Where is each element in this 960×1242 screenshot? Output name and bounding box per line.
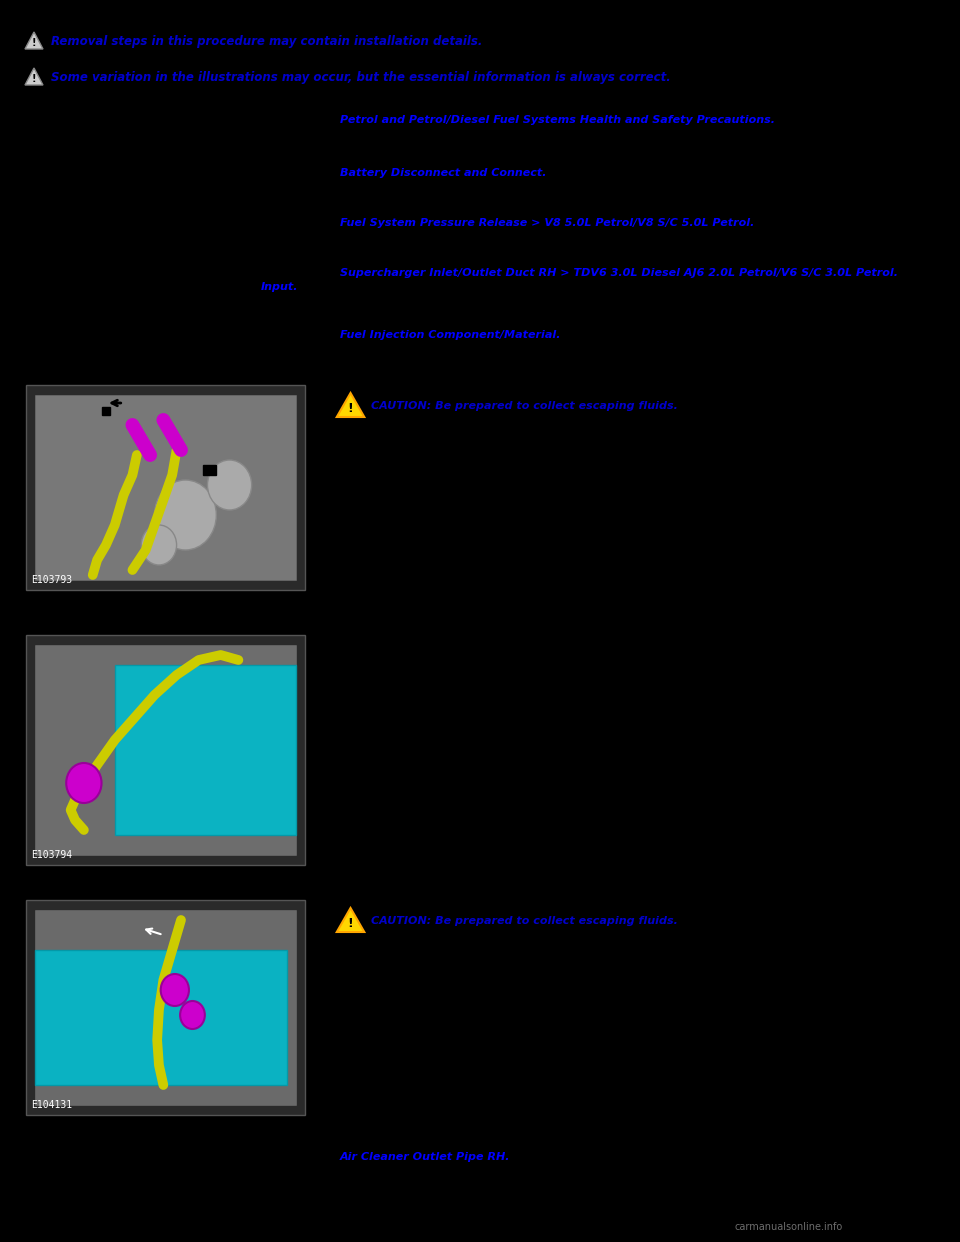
Text: Removal steps in this procedure may contain installation details.: Removal steps in this procedure may cont… xyxy=(51,35,483,47)
Text: Air Cleaner Outlet Pipe RH.: Air Cleaner Outlet Pipe RH. xyxy=(340,1153,511,1163)
Bar xyxy=(36,950,287,1086)
Bar xyxy=(36,395,296,580)
Text: CAUTION: Be prepared to collect escaping fluids.: CAUTION: Be prepared to collect escaping… xyxy=(371,401,678,411)
Bar xyxy=(27,385,304,590)
Bar xyxy=(27,635,304,864)
Bar xyxy=(115,664,296,835)
Text: E103794: E103794 xyxy=(31,850,72,859)
Bar xyxy=(36,910,296,1105)
Text: E104131: E104131 xyxy=(31,1100,72,1110)
Polygon shape xyxy=(102,407,110,415)
Circle shape xyxy=(141,525,177,565)
Text: !: ! xyxy=(32,75,36,84)
Bar xyxy=(27,900,304,1115)
Text: E103793: E103793 xyxy=(31,575,72,585)
Text: !: ! xyxy=(348,917,353,930)
Text: Fuel Injection Component/Material.: Fuel Injection Component/Material. xyxy=(340,330,561,340)
Circle shape xyxy=(155,479,216,550)
Circle shape xyxy=(66,763,102,804)
Text: carmanualsonline.info: carmanualsonline.info xyxy=(735,1222,843,1232)
Text: Petrol and Petrol/Diesel Fuel Systems Health and Safety Precautions.: Petrol and Petrol/Diesel Fuel Systems He… xyxy=(340,116,775,125)
Text: Fuel System Pressure Release > V8 5.0L Petrol/V8 S/C 5.0L Petrol.: Fuel System Pressure Release > V8 5.0L P… xyxy=(340,219,755,229)
Text: Some variation in the illustrations may occur, but the essential information is : Some variation in the illustrations may … xyxy=(51,71,671,83)
Circle shape xyxy=(160,974,189,1006)
Text: Input.: Input. xyxy=(260,282,298,292)
Text: !: ! xyxy=(348,402,353,415)
Polygon shape xyxy=(337,908,364,932)
Text: Supercharger Inlet/Outlet Duct RH > TDV6 3.0L Diesel AJ6 2.0L Petrol/V6 S/C 3.0L: Supercharger Inlet/Outlet Duct RH > TDV6… xyxy=(340,268,898,278)
Text: Battery Disconnect and Connect.: Battery Disconnect and Connect. xyxy=(340,168,546,178)
Polygon shape xyxy=(25,32,43,48)
Circle shape xyxy=(180,1001,204,1030)
Polygon shape xyxy=(25,68,43,84)
Circle shape xyxy=(207,460,252,510)
Polygon shape xyxy=(204,465,216,474)
Text: !: ! xyxy=(32,39,36,48)
Polygon shape xyxy=(337,392,364,417)
Text: CAUTION: Be prepared to collect escaping fluids.: CAUTION: Be prepared to collect escaping… xyxy=(371,917,678,927)
Bar xyxy=(36,645,296,854)
